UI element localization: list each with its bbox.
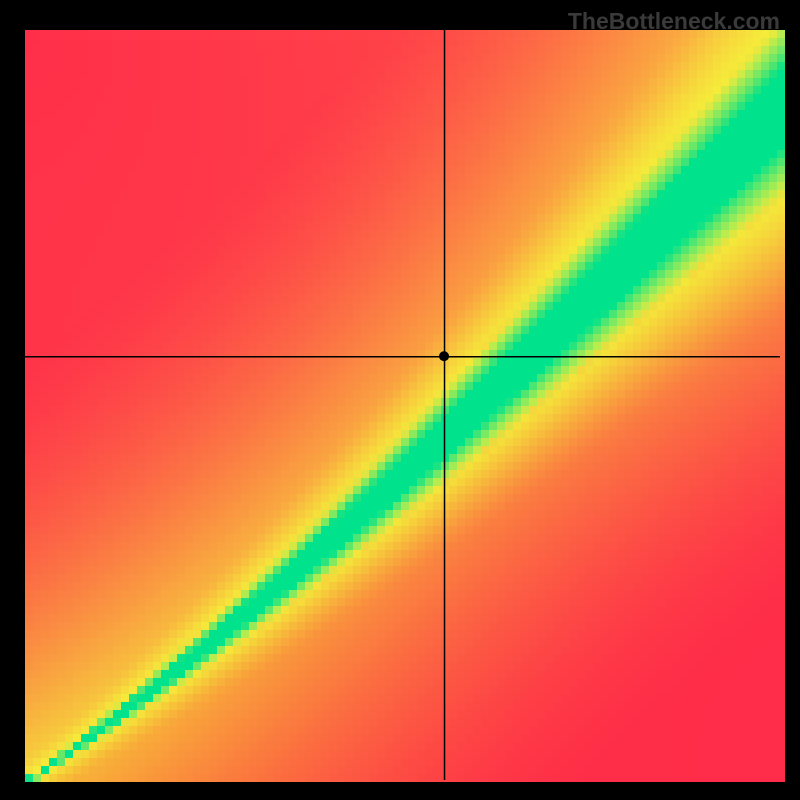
chart-container: TheBottleneck.com [0,0,800,800]
attribution-label: TheBottleneck.com [568,8,780,35]
heatmap-canvas [0,0,800,800]
